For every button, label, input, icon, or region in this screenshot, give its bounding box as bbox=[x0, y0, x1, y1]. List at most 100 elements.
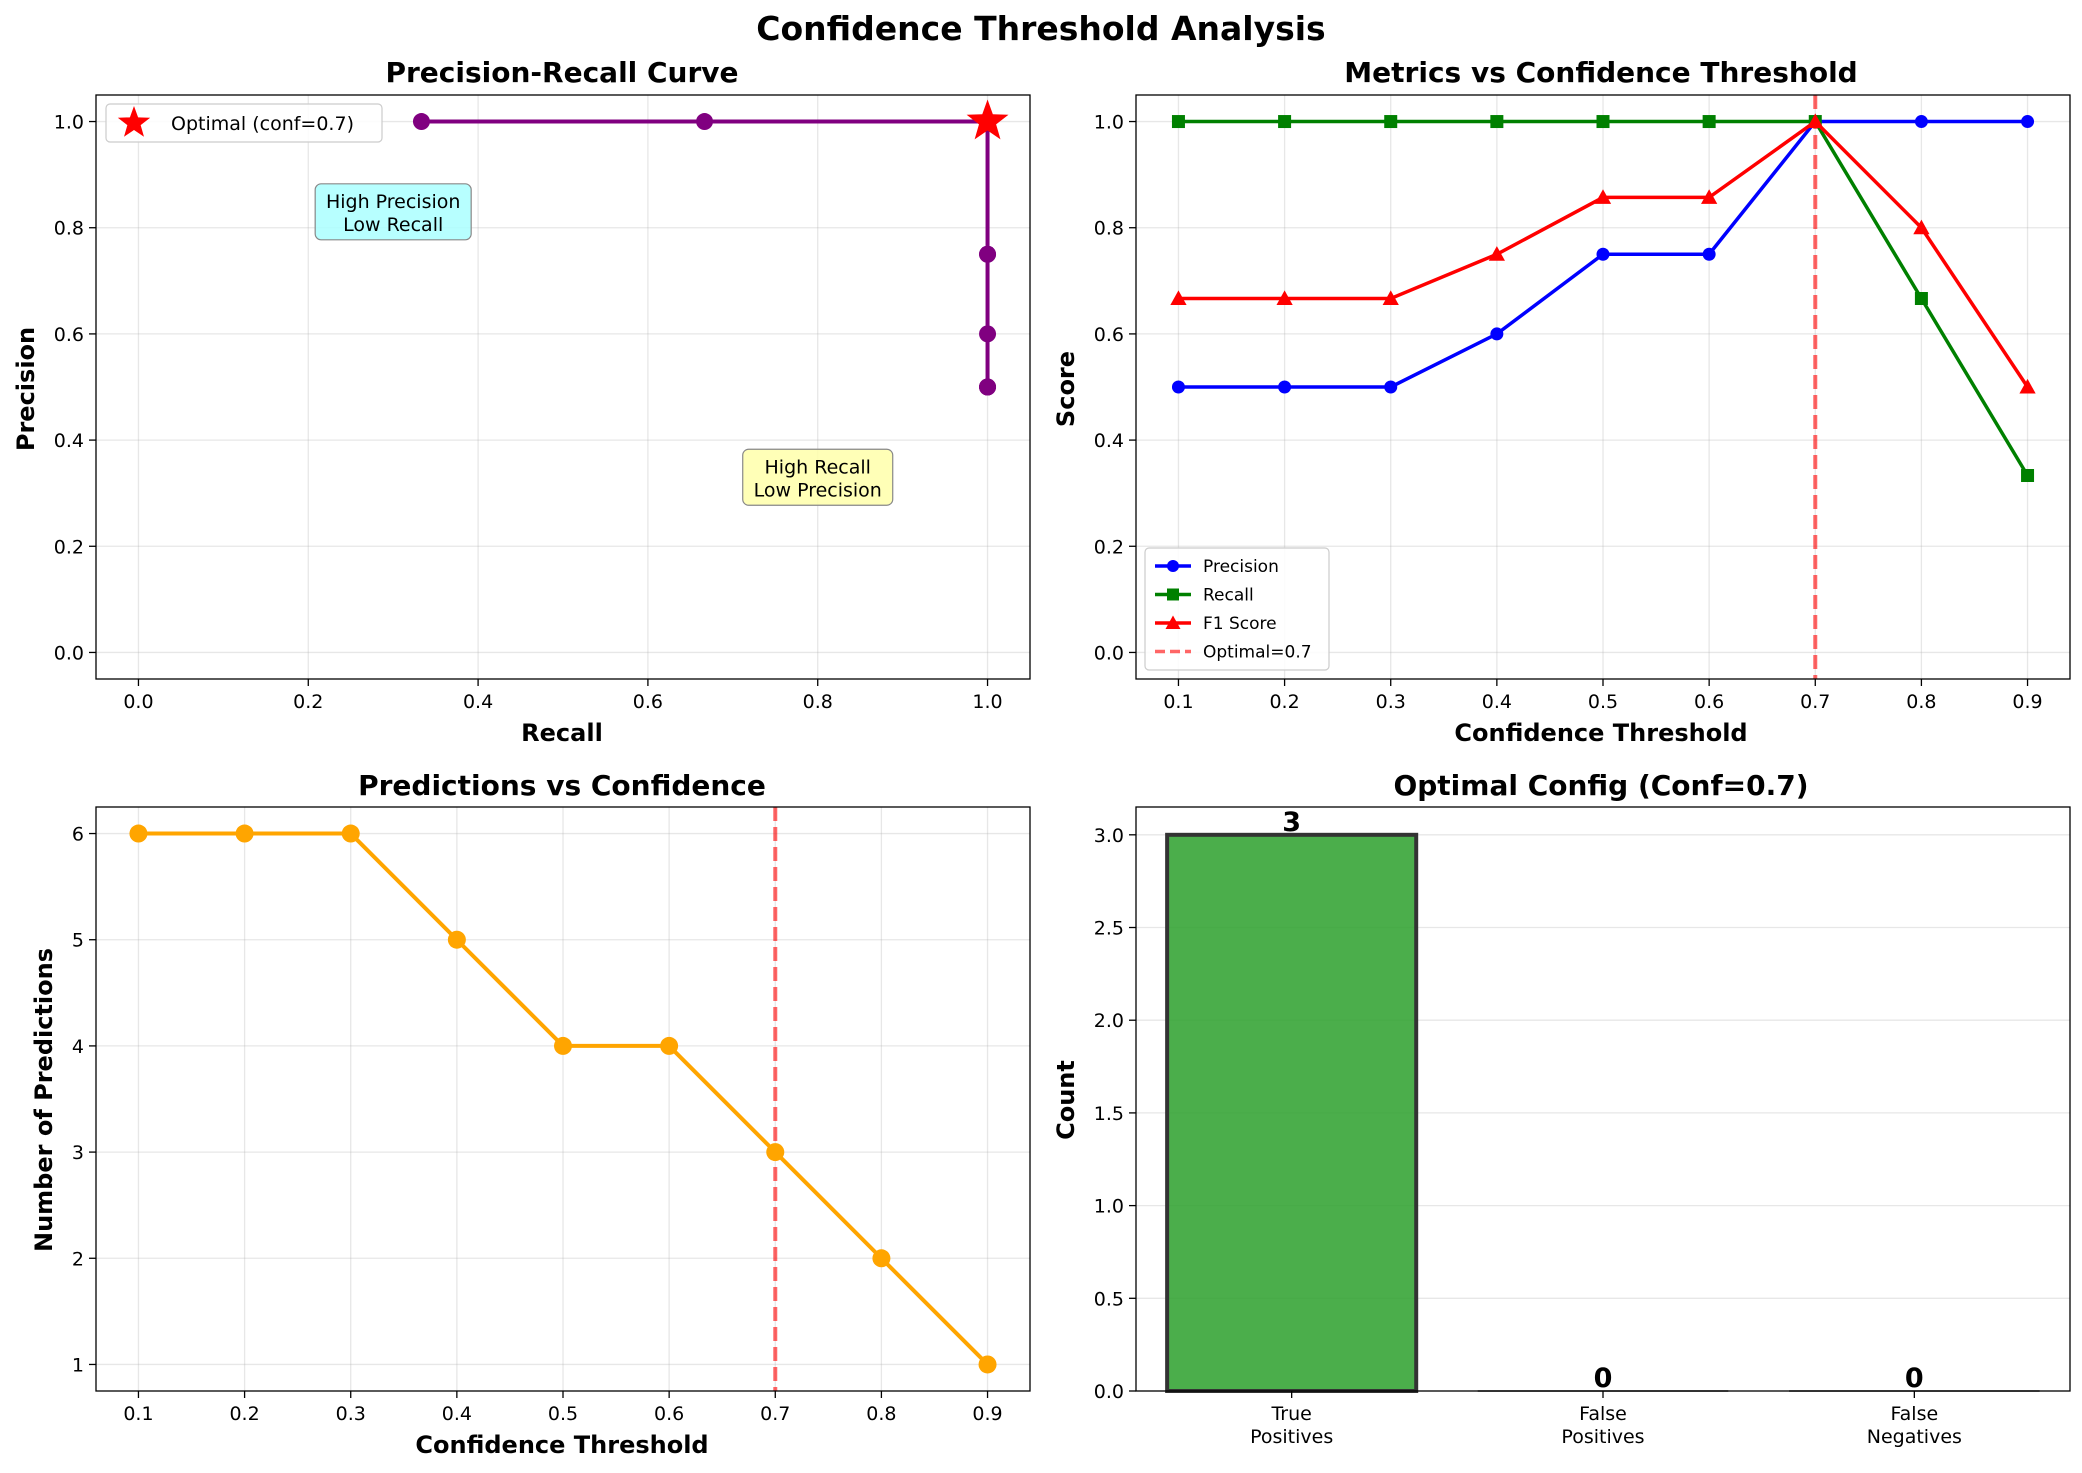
y-tick-label: 0.5 bbox=[1094, 1288, 1124, 1310]
x-tick-label: 0.6 bbox=[633, 691, 663, 713]
predictions-point bbox=[660, 1036, 679, 1055]
series-point-precision bbox=[1278, 380, 1292, 394]
y-tick-label: 1.0 bbox=[1094, 1196, 1124, 1218]
legend-star-icon bbox=[117, 106, 151, 137]
series-point-f1-score bbox=[1170, 290, 1187, 305]
legend-marker-icon bbox=[1167, 588, 1179, 601]
y-tick-label: 0.6 bbox=[54, 324, 84, 346]
x-tick-label: 0.3 bbox=[336, 1403, 366, 1425]
precision-recall-xlabel: Recall bbox=[521, 719, 603, 747]
category-label: False bbox=[1579, 1403, 1627, 1425]
x-tick-label: 0.2 bbox=[293, 691, 323, 713]
legend-label: Precision bbox=[1203, 557, 1279, 577]
x-tick-label: 0.5 bbox=[1588, 691, 1618, 713]
series-point-f1-score bbox=[1382, 290, 1399, 305]
series-point-recall bbox=[1278, 115, 1292, 129]
y-tick-label: 1.5 bbox=[1094, 1103, 1124, 1125]
x-tick-label: 0.8 bbox=[866, 1403, 896, 1425]
predictions-point bbox=[447, 930, 466, 949]
x-tick-label: 0.1 bbox=[123, 1403, 153, 1425]
series-point-f1-score bbox=[1488, 246, 1505, 261]
y-tick-label: 0.2 bbox=[1094, 536, 1124, 558]
y-tick-label: 1 bbox=[72, 1354, 84, 1376]
predictions-title: Predictions vs Confidence bbox=[358, 769, 766, 802]
series-point-precision bbox=[1914, 115, 1928, 129]
metrics-xlabel: Confidence Threshold bbox=[1454, 719, 1747, 747]
y-tick-label: 2.5 bbox=[1094, 918, 1124, 940]
y-tick-label: 0.4 bbox=[54, 430, 84, 452]
x-tick-label: 0.4 bbox=[1482, 691, 1512, 713]
metrics-title: Metrics vs Confidence Threshold bbox=[1344, 56, 1857, 89]
bar-0 bbox=[1165, 832, 1419, 1393]
metrics-panel: Metrics vs Confidence Threshold Confiden… bbox=[1052, 56, 2071, 747]
predictions-point bbox=[341, 824, 360, 843]
bar-value-label: 0 bbox=[1905, 1363, 1924, 1394]
optimal-config-panel: Optimal Config (Conf=0.7) Count 3TruePos… bbox=[1052, 769, 2071, 1448]
annotation-box bbox=[742, 448, 894, 506]
axes-frame bbox=[95, 94, 1031, 680]
series-point-f1-score bbox=[1807, 113, 1824, 129]
y-tick-label: 0.8 bbox=[54, 218, 84, 240]
x-tick-label: 0.9 bbox=[972, 1403, 1002, 1425]
predictions-point bbox=[235, 824, 254, 843]
series-point-recall bbox=[1702, 115, 1716, 129]
predictions-point bbox=[978, 1355, 997, 1374]
legend-marker-icon bbox=[1165, 615, 1181, 629]
x-tick-label: 0.3 bbox=[1376, 691, 1406, 713]
y-tick-label: 0.8 bbox=[1094, 218, 1124, 240]
precision-recall-panel: Precision-Recall Curve Recall Precision … bbox=[12, 56, 1031, 747]
series-point-precision bbox=[1702, 247, 1716, 261]
x-tick-label: 0.2 bbox=[1269, 691, 1299, 713]
legend-label: Optimal=0.7 bbox=[1203, 643, 1312, 663]
series-point-recall bbox=[1171, 115, 1185, 129]
pr-curve-point bbox=[412, 113, 430, 131]
predictions-point bbox=[872, 1249, 891, 1268]
y-tick-label: 0.0 bbox=[1094, 1381, 1124, 1403]
series-point-precision bbox=[1490, 327, 1504, 341]
x-tick-label: 1.0 bbox=[972, 691, 1002, 713]
series-point-recall bbox=[2021, 469, 2035, 483]
y-tick-label: 6 bbox=[72, 824, 84, 846]
axes-frame bbox=[1135, 806, 2071, 1392]
legend-label: Recall bbox=[1203, 586, 1254, 606]
predictions-point bbox=[554, 1036, 572, 1055]
x-tick-label: 0.6 bbox=[654, 1403, 684, 1425]
x-tick-label: 0.4 bbox=[463, 691, 493, 713]
annotation-text: Low Recall bbox=[343, 214, 443, 236]
figure-suptitle: Confidence Threshold Analysis bbox=[756, 9, 1325, 48]
series-point-f1-score bbox=[1701, 189, 1718, 204]
axes-frame bbox=[95, 806, 1031, 1392]
y-tick-label: 4 bbox=[72, 1036, 84, 1058]
y-tick-label: 0.0 bbox=[1094, 642, 1124, 664]
pr-curve-point bbox=[979, 378, 997, 396]
x-tick-label: 0.1 bbox=[1163, 691, 1193, 713]
series-point-precision bbox=[2021, 115, 2035, 129]
y-tick-label: 2 bbox=[72, 1248, 84, 1270]
x-tick-label: 0.7 bbox=[760, 1403, 790, 1425]
category-label: Positives bbox=[1250, 1426, 1333, 1448]
x-tick-label: 0.7 bbox=[1800, 691, 1830, 713]
pr-curve-line bbox=[421, 119, 990, 387]
legend-label-optimal: Optimal (conf=0.7) bbox=[171, 113, 354, 135]
x-tick-label: 0.8 bbox=[1906, 691, 1936, 713]
series-point-f1-score bbox=[1594, 189, 1612, 204]
y-tick-label: 3.0 bbox=[1094, 825, 1124, 847]
x-tick-label: 0.2 bbox=[229, 1403, 259, 1425]
predictions-xlabel: Confidence Threshold bbox=[415, 1431, 708, 1459]
optimal-config-title: Optimal Config (Conf=0.7) bbox=[1393, 769, 1808, 802]
legend-box bbox=[105, 103, 383, 143]
series-point-f1-score bbox=[2019, 378, 2036, 394]
annotation-text: Low Precision bbox=[754, 479, 882, 501]
bar-value-label: 3 bbox=[1282, 807, 1301, 838]
annotation-box bbox=[314, 183, 472, 241]
predictions-point bbox=[129, 824, 148, 843]
series-point-recall bbox=[1490, 115, 1504, 129]
category-label: False bbox=[1890, 1403, 1938, 1425]
legend-marker-icon bbox=[1167, 560, 1179, 572]
x-tick-label: 0.8 bbox=[803, 691, 833, 713]
precision-recall-ylabel: Precision bbox=[12, 327, 40, 451]
predictions-panel: Predictions vs Confidence Confidence Thr… bbox=[30, 769, 1031, 1459]
series-point-precision bbox=[1384, 380, 1398, 394]
bar-value-label: 0 bbox=[1594, 1363, 1613, 1394]
pr-curve-point bbox=[979, 325, 997, 343]
